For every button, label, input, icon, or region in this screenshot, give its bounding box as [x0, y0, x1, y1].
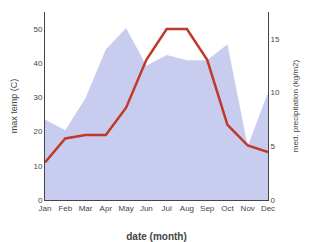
- svg-text:max temp (C): max temp (C): [9, 79, 19, 134]
- svg-text:Sep: Sep: [200, 204, 215, 213]
- svg-text:10: 10: [271, 88, 280, 97]
- svg-text:40: 40: [33, 59, 42, 68]
- svg-text:date (month): date (month): [126, 231, 187, 242]
- svg-text:Jun: Jun: [140, 204, 153, 213]
- svg-text:May: May: [119, 204, 134, 213]
- svg-text:Nov: Nov: [241, 204, 255, 213]
- svg-text:Jul: Jul: [162, 204, 172, 213]
- svg-text:10: 10: [33, 162, 42, 171]
- svg-text:Aug: Aug: [180, 204, 194, 213]
- svg-text:0: 0: [271, 196, 276, 205]
- svg-text:Apr: Apr: [100, 204, 113, 213]
- svg-text:50: 50: [33, 25, 42, 34]
- svg-text:Mar: Mar: [79, 204, 93, 213]
- svg-text:Jan: Jan: [39, 204, 52, 213]
- svg-text:30: 30: [33, 93, 42, 102]
- svg-text:5: 5: [271, 142, 276, 151]
- svg-text:20: 20: [33, 127, 42, 136]
- svg-text:med. precipitation (kg/m2): med. precipitation (kg/m2): [291, 59, 300, 152]
- svg-text:0: 0: [38, 196, 43, 205]
- svg-text:Feb: Feb: [58, 204, 72, 213]
- svg-text:Oct: Oct: [221, 204, 234, 213]
- svg-text:Dec: Dec: [261, 204, 275, 213]
- svg-text:15: 15: [271, 35, 280, 44]
